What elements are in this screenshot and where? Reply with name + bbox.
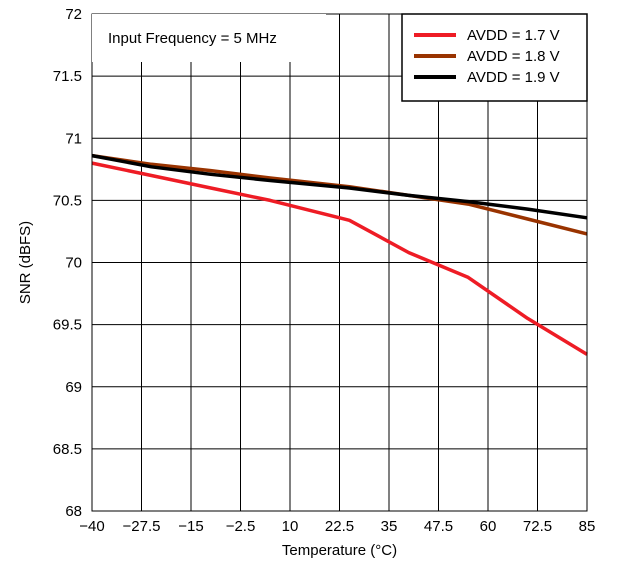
legend-label: AVDD = 1.9 V [467,69,560,86]
y-axis-label: SNR (dBFS) [17,221,34,304]
y-tick-label: 68.5 [53,441,82,458]
y-tick-label: 71.5 [53,68,82,85]
x-tick-label: 10 [282,518,299,535]
x-tick-label: 85 [579,518,596,535]
y-tick-label: 71 [65,130,82,147]
y-tick-label: 70 [65,255,82,272]
y-tick-label: 68 [65,503,82,520]
y-tick-label: 69.5 [53,317,82,334]
series-line-3 [91,153,588,220]
annotation-frame [92,14,326,62]
x-tick-label: −15 [178,518,203,535]
x-tick-labels: −40 −27.5 −15 −2.5 10 22.5 35 47.5 60 72.5 85 [79,518,595,535]
x-tick-label: −2.5 [226,518,256,535]
x-tick-label: −40 [79,518,104,535]
legend-label: AVDD = 1.7 V [467,27,560,44]
legend: AVDD = 1.7 V AVDD = 1.8 V AVDD = 1.9 V [401,13,588,102]
annotation-text: Input Frequency = 5 MHz [108,30,277,47]
y-tick-label: 72 [65,6,82,23]
y-tick-labels: 68 68.5 69 69.5 70 70.5 71 71.5 72 [53,6,82,520]
x-tick-label: 72.5 [523,518,552,535]
series-lines [91,153,588,356]
x-tick-label: 47.5 [424,518,453,535]
series-line-1 [91,161,588,356]
y-tick-label: 70.5 [53,192,82,209]
x-axis-label: Temperature (°C) [282,542,397,559]
x-tick-label: 60 [480,518,497,535]
annotation-box: Input Frequency = 5 MHz [92,14,326,62]
x-tick-label: 22.5 [325,518,354,535]
legend-label: AVDD = 1.8 V [467,48,560,65]
x-tick-label: −27.5 [123,518,161,535]
y-tick-label: 69 [65,379,82,396]
x-tick-label: 35 [381,518,398,535]
plot-frame [91,13,588,512]
